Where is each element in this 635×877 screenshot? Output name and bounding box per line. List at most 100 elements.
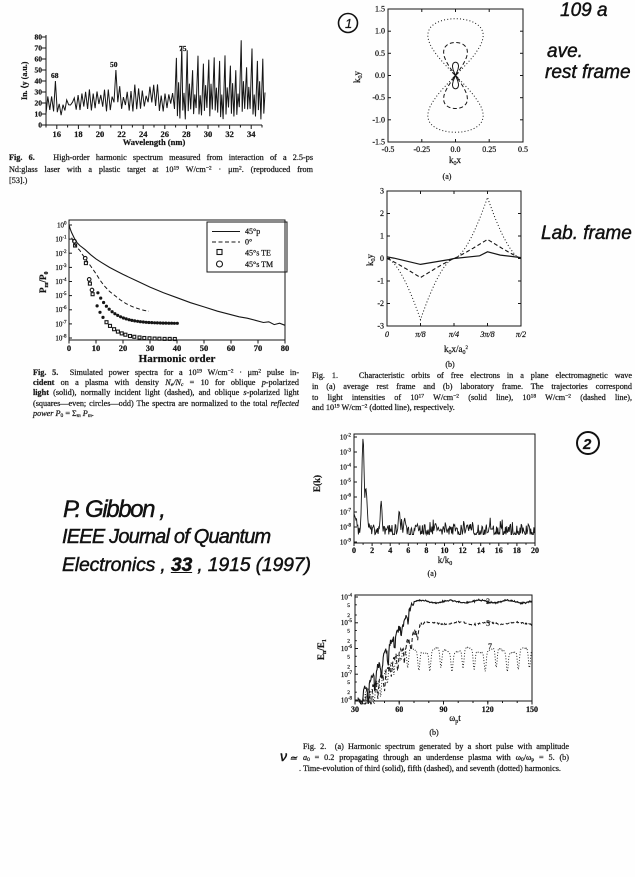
svg-text:18: 18: [74, 129, 83, 139]
svg-text:10-7: 10-7: [341, 671, 353, 679]
svg-text:10: 10: [92, 343, 101, 353]
svg-text:10-7: 10-7: [55, 320, 67, 328]
svg-text:60: 60: [395, 705, 403, 714]
svg-text:0: 0: [67, 343, 71, 353]
svg-text:5: 5: [347, 680, 350, 686]
svg-text:10-3: 10-3: [340, 449, 352, 457]
svg-text:10-7: 10-7: [340, 509, 352, 517]
svg-text:80: 80: [35, 33, 43, 42]
svg-text:2: 2: [380, 209, 384, 218]
svg-text:10-9: 10-9: [340, 539, 352, 547]
svg-text:10-3: 10-3: [55, 264, 67, 272]
svg-text:28: 28: [182, 129, 191, 139]
svg-text:5: 5: [347, 603, 350, 609]
svg-text:70: 70: [254, 343, 263, 353]
svg-text:(b): (b): [429, 728, 439, 737]
svg-text:10-4: 10-4: [340, 464, 352, 472]
svg-text:20: 20: [96, 129, 105, 139]
svg-text:0: 0: [380, 254, 384, 263]
svg-text:-1.5: -1.5: [372, 138, 385, 147]
svg-text:10-1: 10-1: [55, 236, 67, 244]
svg-text:10-8: 10-8: [340, 524, 352, 532]
svg-text:2: 2: [347, 665, 350, 671]
svg-text:70: 70: [35, 44, 43, 53]
svg-text:30: 30: [35, 88, 43, 97]
svg-text:2: 2: [582, 436, 592, 453]
svg-text:10-2: 10-2: [55, 250, 67, 258]
svg-text:18: 18: [513, 546, 521, 555]
svg-text:10-8: 10-8: [341, 697, 353, 705]
svg-text:50: 50: [35, 66, 43, 75]
svg-text:3: 3: [486, 597, 490, 606]
svg-text:0°: 0°: [245, 238, 252, 247]
svg-text:k0y: k0y: [352, 71, 364, 84]
svg-text:10-6: 10-6: [341, 645, 353, 653]
svg-text:7: 7: [488, 642, 492, 651]
svg-text:π/8: π/8: [415, 330, 425, 339]
svg-text:24: 24: [139, 129, 148, 139]
svg-text:k/k0: k/k0: [438, 555, 453, 567]
svg-text:k0x: k0x: [449, 155, 462, 167]
svg-text:16: 16: [53, 129, 62, 139]
svg-text:10-5: 10-5: [340, 479, 352, 487]
svg-text:26: 26: [161, 129, 170, 139]
svg-text:π/2: π/2: [516, 330, 526, 339]
svg-text:8: 8: [424, 546, 428, 555]
svg-text:68: 68: [51, 71, 59, 80]
svg-text:0.0: 0.0: [451, 145, 461, 154]
svg-text:1.0: 1.0: [375, 27, 385, 36]
svg-text:45°s TE: 45°s TE: [245, 249, 271, 258]
svg-text:20: 20: [531, 546, 539, 555]
svg-text:k0y: k0y: [365, 254, 377, 267]
svg-text:10-2: 10-2: [340, 434, 352, 442]
svg-text:-0.5: -0.5: [382, 145, 395, 154]
svg-text:-0.5: -0.5: [372, 93, 385, 102]
svg-text:E(k): E(k): [312, 475, 322, 492]
svg-text:2: 2: [347, 639, 350, 645]
svg-text:6: 6: [406, 546, 410, 555]
svg-text:34: 34: [247, 129, 256, 139]
svg-text:16: 16: [495, 546, 503, 555]
svg-text:0.0: 0.0: [375, 71, 385, 80]
svg-text:40: 40: [173, 343, 182, 353]
svg-text:20: 20: [119, 343, 128, 353]
svg-text:32: 32: [225, 129, 234, 139]
svg-text:-2: -2: [377, 299, 384, 308]
svg-text:-1.0: -1.0: [372, 115, 385, 124]
svg-text:Wavelength (nm): Wavelength (nm): [123, 137, 186, 147]
svg-text:30: 30: [146, 343, 155, 353]
svg-text:0: 0: [352, 546, 356, 555]
svg-text:60: 60: [227, 343, 236, 353]
svg-text:10: 10: [441, 546, 449, 555]
svg-text:(b): (b): [445, 360, 455, 369]
svg-text:30: 30: [351, 705, 359, 714]
svg-text:5: 5: [347, 629, 350, 635]
svg-text:En/E1: En/E1: [316, 639, 328, 660]
svg-text:k0x/a02: k0x/a02: [444, 344, 469, 356]
svg-text:4: 4: [388, 546, 392, 555]
svg-text:80: 80: [281, 343, 290, 353]
svg-text:In. ⟨y (a.u.): In. ⟨y (a.u.): [20, 61, 29, 100]
svg-text:ωpt: ωpt: [449, 713, 461, 725]
svg-text:-3: -3: [377, 322, 384, 331]
svg-text:0.5: 0.5: [375, 49, 385, 58]
svg-text:5: 5: [347, 654, 350, 660]
svg-text:1: 1: [380, 232, 384, 241]
svg-text:Harmonic order: Harmonic order: [139, 353, 216, 365]
svg-text:30: 30: [204, 129, 213, 139]
svg-text:150: 150: [526, 705, 538, 714]
svg-text:Pm/P0: Pm/P0: [38, 272, 50, 294]
svg-text:20: 20: [35, 99, 43, 108]
svg-text:10-4: 10-4: [55, 278, 67, 286]
svg-text:50: 50: [110, 60, 118, 69]
svg-text:10-5: 10-5: [55, 292, 67, 300]
svg-text:(a): (a): [428, 569, 437, 578]
svg-text:2: 2: [370, 546, 374, 555]
svg-text:0: 0: [38, 121, 42, 130]
svg-text:22: 22: [117, 129, 126, 139]
svg-text:0.25: 0.25: [482, 145, 496, 154]
svg-text:40: 40: [35, 77, 43, 86]
svg-text:50: 50: [200, 343, 209, 353]
svg-text:-1: -1: [377, 277, 384, 286]
svg-text:-0.25: -0.25: [413, 145, 430, 154]
